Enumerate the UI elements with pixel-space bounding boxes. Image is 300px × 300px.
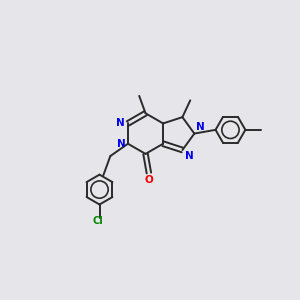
Text: O: O xyxy=(145,176,153,185)
Text: N: N xyxy=(185,152,194,161)
Text: N: N xyxy=(196,122,205,132)
Text: N: N xyxy=(116,118,125,128)
Text: Cl: Cl xyxy=(93,216,104,226)
Text: N: N xyxy=(117,139,125,149)
